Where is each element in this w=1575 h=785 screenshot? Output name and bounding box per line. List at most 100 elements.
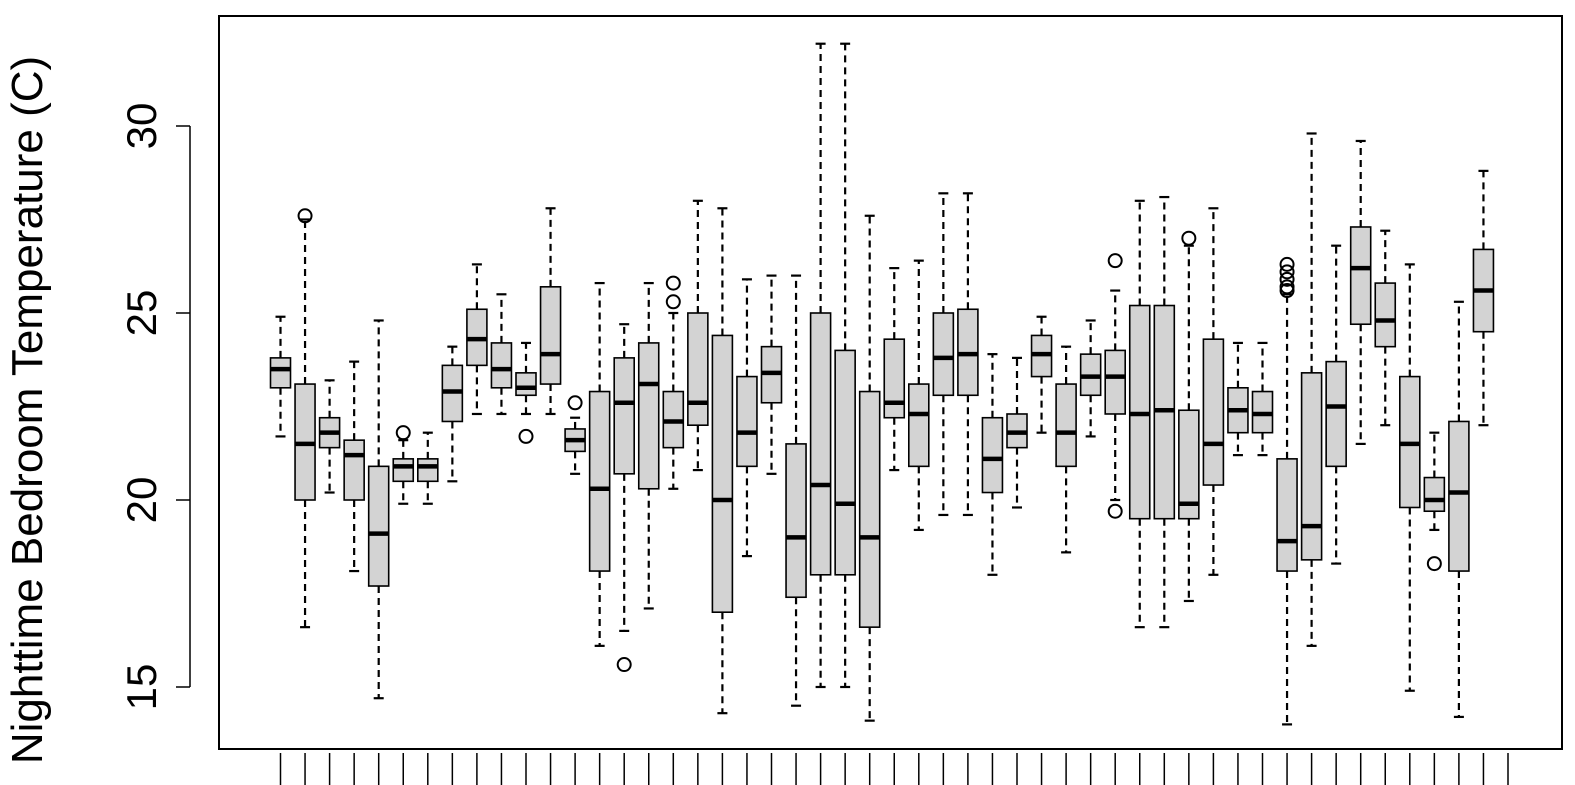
box-group: [1472, 169, 1495, 427]
box-iqr: [1374, 282, 1397, 348]
box-group: [834, 42, 856, 689]
outlier-point: [297, 208, 313, 224]
box-group: [613, 323, 636, 673]
box-iqr: [932, 312, 955, 397]
box-group: [367, 319, 390, 700]
y-tick-label: 15: [118, 664, 165, 711]
box-iqr: [588, 390, 611, 572]
y-tick-label: 20: [118, 477, 165, 524]
box-group: [1325, 244, 1347, 565]
box-group: [981, 353, 1004, 576]
outlier-point: [1426, 556, 1442, 572]
box-group: [1423, 431, 1446, 572]
box-group: [1128, 199, 1151, 629]
box-iqr: [1349, 226, 1372, 326]
box-group: [1202, 207, 1225, 576]
outlier-point: [1279, 279, 1295, 295]
box-group: [687, 199, 709, 472]
outlier-point: [1279, 264, 1295, 280]
y-axis-ticks: 15 20 25 30: [118, 103, 190, 711]
box-iqr: [637, 342, 660, 490]
box-group: [1276, 256, 1298, 726]
box-iqr: [1055, 383, 1077, 468]
box-iqr: [1423, 476, 1446, 513]
box-group: [1104, 253, 1126, 519]
box-iqr: [907, 383, 930, 468]
box-iqr: [1276, 458, 1298, 572]
box-group: [515, 341, 537, 444]
box-iqr: [1325, 360, 1347, 468]
outlier-point: [1107, 253, 1123, 269]
box-iqr: [490, 342, 513, 389]
x-axis-ticks: [279, 753, 1509, 785]
box-iqr: [883, 338, 906, 419]
box-group: [1448, 300, 1470, 719]
box-iqr: [981, 416, 1004, 494]
box-group: [1251, 341, 1274, 457]
box-group: [1300, 132, 1323, 647]
box-iqr: [834, 349, 856, 576]
outlier-point: [1107, 503, 1123, 519]
box-group: [809, 42, 832, 689]
box-group: [343, 360, 365, 573]
box-iqr: [392, 458, 415, 483]
outlier-point: [1279, 256, 1295, 272]
box-group: [1374, 229, 1397, 427]
outlier-point: [395, 425, 411, 441]
box-group: [318, 379, 341, 494]
box-iqr: [687, 312, 709, 426]
box-group: [564, 395, 586, 475]
box-iqr: [1202, 338, 1225, 486]
box-series: [269, 42, 1495, 726]
box-group: [392, 425, 415, 505]
box-group: [416, 431, 439, 505]
y-axis-title: Nighttime Bedroom Temperature (C): [3, 56, 52, 764]
box-group: [1227, 341, 1249, 457]
box-iqr: [416, 458, 439, 483]
outlier-point: [665, 294, 681, 310]
box-group: [932, 192, 955, 517]
box-iqr: [858, 390, 881, 628]
box-group: [539, 207, 562, 416]
box-iqr: [1104, 349, 1126, 415]
box-group: [637, 281, 660, 610]
box-iqr: [809, 312, 832, 576]
box-iqr: [613, 357, 636, 475]
box-group: [441, 345, 464, 483]
outlier-point: [616, 657, 632, 673]
box-group: [1399, 263, 1421, 692]
box-group: [736, 278, 758, 558]
box-group: [1153, 195, 1176, 629]
box-group: [466, 263, 488, 416]
box-iqr: [343, 439, 365, 501]
box-group: [1178, 230, 1200, 603]
box-iqr: [269, 357, 292, 389]
box-group: [1079, 319, 1102, 438]
box-iqr: [1300, 372, 1323, 561]
outlier-point: [567, 395, 583, 411]
box-iqr: [539, 286, 562, 385]
box-group: [1006, 356, 1028, 509]
box-iqr: [1178, 409, 1200, 520]
box-group: [588, 281, 611, 647]
box-iqr: [367, 465, 390, 587]
y-tick-label: 25: [118, 290, 165, 337]
box-group: [662, 275, 685, 490]
outlier-point: [665, 275, 681, 291]
box-iqr: [711, 334, 734, 614]
box-group: [294, 208, 316, 629]
box-group: [883, 267, 906, 472]
outlier-point: [518, 428, 534, 444]
box-group: [907, 259, 930, 532]
box-iqr: [1448, 420, 1470, 572]
box-group: [711, 207, 734, 715]
outlier-point: [1181, 230, 1197, 246]
box-group: [1349, 139, 1372, 445]
box-group: [858, 214, 881, 722]
y-tick-label: 30: [118, 103, 165, 150]
box-iqr: [785, 443, 807, 599]
box-group: [1055, 345, 1077, 554]
box-iqr: [736, 375, 758, 468]
plot-frame: [218, 15, 1563, 750]
